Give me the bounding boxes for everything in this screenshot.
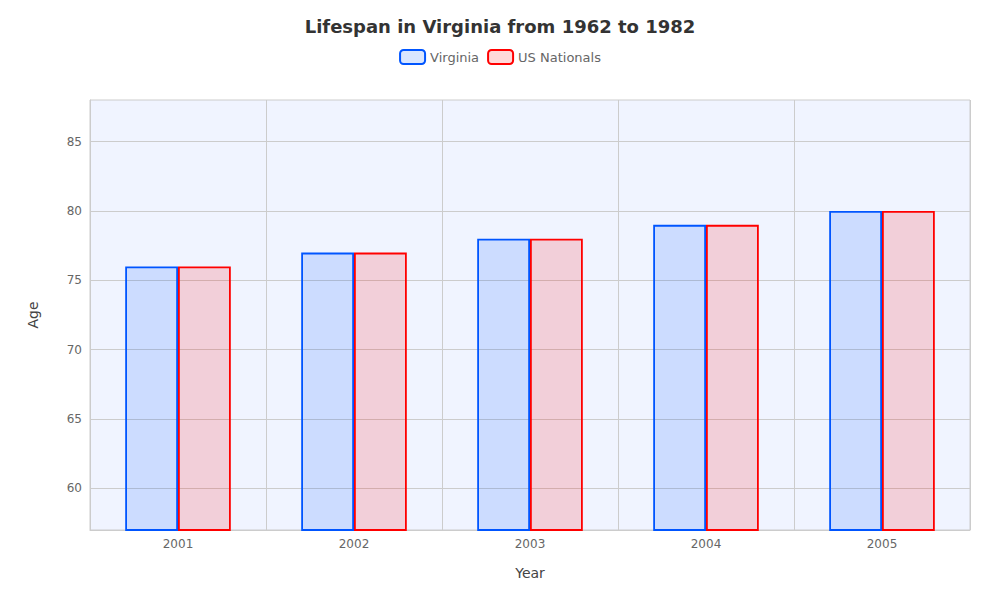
svg-text:75: 75: [67, 273, 82, 287]
svg-text:2004: 2004: [691, 537, 722, 551]
svg-text:65: 65: [67, 412, 82, 426]
svg-text:70: 70: [67, 343, 82, 357]
svg-text:2001: 2001: [163, 537, 194, 551]
svg-text:2005: 2005: [867, 537, 898, 551]
svg-text:60: 60: [67, 481, 82, 495]
svg-text:2002: 2002: [339, 537, 370, 551]
svg-text:Year: Year: [514, 565, 545, 581]
svg-text:85: 85: [67, 135, 82, 149]
svg-text:US Nationals: US Nationals: [518, 50, 601, 65]
svg-text:Virginia: Virginia: [430, 50, 479, 65]
svg-text:Lifespan in Virginia from 1962: Lifespan in Virginia from 1962 to 1982: [305, 16, 696, 37]
svg-text:Age: Age: [25, 301, 41, 328]
svg-text:2003: 2003: [515, 537, 546, 551]
svg-text:80: 80: [67, 204, 82, 218]
